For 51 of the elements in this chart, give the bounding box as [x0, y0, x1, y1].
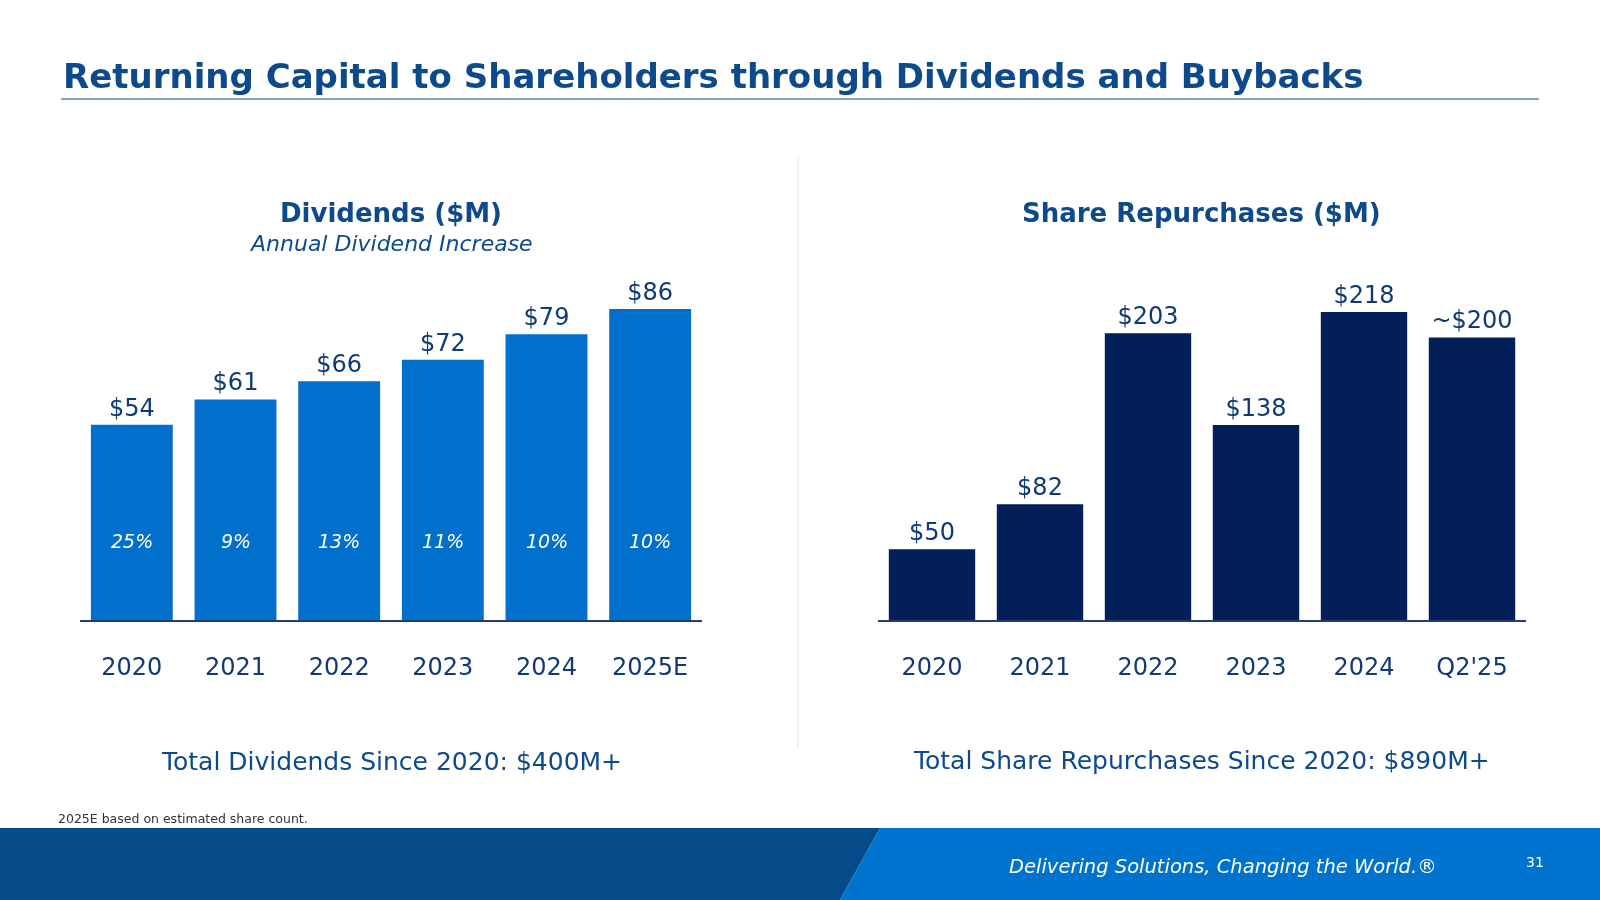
data-label: ~$200 [1431, 306, 1513, 335]
x-tick-label: 2020 [101, 652, 163, 681]
data-label: $218 [1333, 281, 1395, 309]
bar [888, 549, 976, 620]
chart-title: Share Repurchases ($M) [1022, 198, 1381, 228]
x-tick-label: Q2'25 [1436, 652, 1508, 681]
text: Total Dividends Since 2020: $400M+ [161, 747, 623, 776]
bar [505, 334, 588, 620]
x-tick-label: 2020 [901, 652, 963, 681]
bar [90, 424, 173, 620]
data-label: $79 [523, 303, 570, 332]
bar [298, 381, 381, 620]
text: 2025E based on estimated share count. [58, 811, 308, 826]
x-tick-label: 2024 [1333, 652, 1395, 681]
data-label: $203 [1117, 302, 1179, 331]
data-label: $50 [909, 518, 955, 547]
x-tick-label: 2022 [1117, 652, 1179, 681]
x-tick-label: 2024 [515, 652, 578, 681]
data-label: $82 [1017, 473, 1063, 502]
bar [1320, 312, 1408, 620]
annotation: 25% [111, 530, 154, 552]
data-label: $54 [108, 393, 155, 422]
annotation: 11% [422, 530, 465, 552]
bar [1212, 425, 1300, 620]
bar [194, 399, 277, 620]
text: Returning Capital to Shareholders through Dividends and Buybacks [63, 56, 1364, 96]
x-tick-label: 2022 [308, 652, 370, 681]
x-tick-label: 2021 [204, 652, 267, 681]
x-tick-label: 2025E [612, 652, 689, 681]
bar [609, 309, 692, 620]
data-label: $66 [316, 350, 363, 379]
annotation: 10% [629, 530, 672, 552]
data-label: $61 [212, 368, 259, 397]
x-tick-label: 2023 [412, 652, 474, 681]
annotation: 9% [221, 530, 252, 552]
bar [401, 359, 484, 620]
bar [996, 504, 1084, 620]
data-label: $86 [627, 278, 674, 306]
bar [1428, 337, 1516, 620]
data-label: $72 [419, 328, 466, 357]
annotation: 13% [318, 530, 361, 552]
x-tick-label: 2023 [1225, 652, 1287, 681]
chart-subtitle: Annual Dividend Increase [249, 231, 533, 256]
text: Total Share Repurchases Since 2020: $890M+ [913, 746, 1490, 775]
chart-title: Dividends ($M) [280, 198, 502, 228]
x-tick-label: 2021 [1009, 652, 1071, 681]
annotation: 10% [526, 530, 569, 552]
text: 31 [1526, 854, 1544, 870]
bar [1104, 333, 1192, 620]
text: Delivering Solutions, Changing the World.® [1009, 855, 1437, 878]
data-label: $138 [1225, 394, 1287, 423]
